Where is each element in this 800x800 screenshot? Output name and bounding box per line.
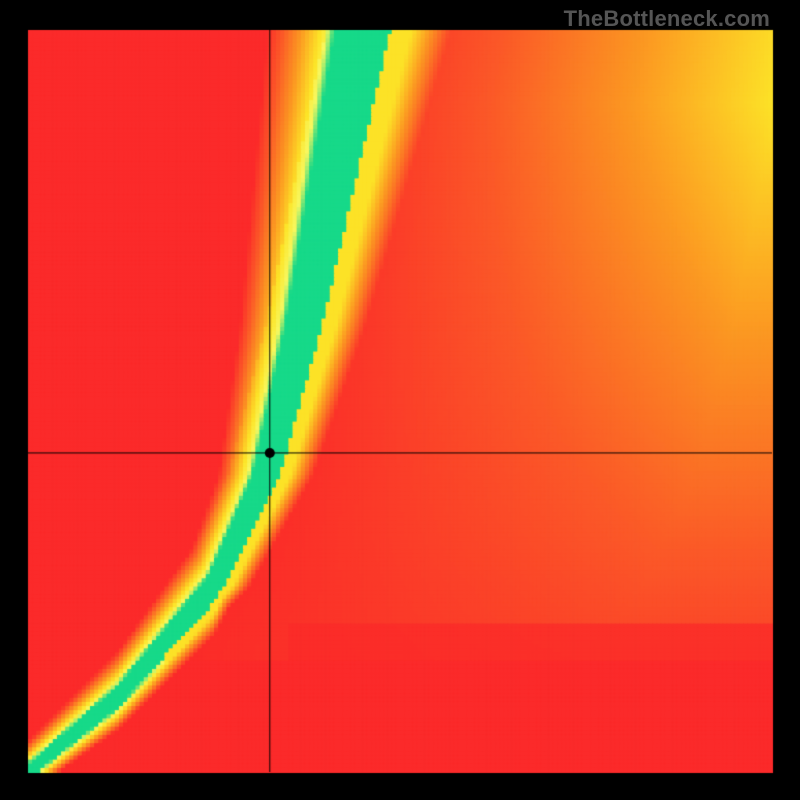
heatmap-canvas (0, 0, 800, 800)
watermark-text: TheBottleneck.com (564, 6, 770, 32)
chart-container: TheBottleneck.com (0, 0, 800, 800)
